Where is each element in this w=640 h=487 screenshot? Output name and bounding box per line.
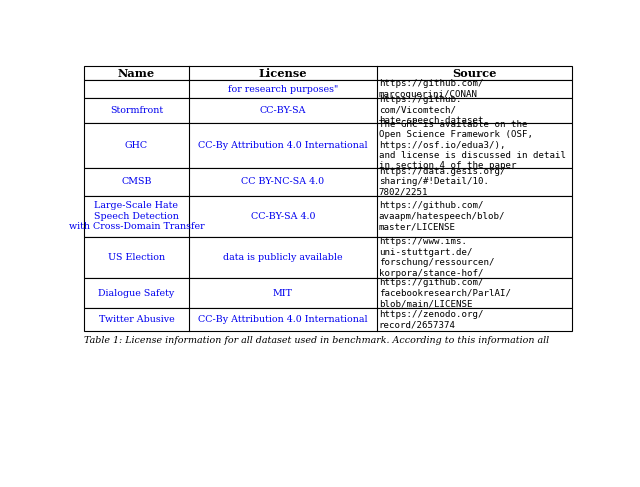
Text: Table 1: License information for all dataset used in benchmark. According to thi: Table 1: License information for all dat…: [84, 337, 549, 345]
Text: US Election: US Election: [108, 253, 165, 262]
Text: https://zenodo.org/
record/2657374: https://zenodo.org/ record/2657374: [379, 310, 483, 329]
Text: https://github.com/
avaapm/hatespeech/blob/
master/LICENSE: https://github.com/ avaapm/hatespeech/bl…: [379, 202, 506, 231]
Text: data is publicly available: data is publicly available: [223, 253, 342, 262]
Bar: [84, 123, 572, 168]
Text: The GHC is available on the
Open Science Framework (OSF,
https://osf.io/edua3/),: The GHC is available on the Open Science…: [379, 120, 566, 170]
Bar: [84, 98, 572, 123]
Text: Source: Source: [452, 68, 497, 78]
Bar: [84, 80, 572, 98]
Text: CC-By Attribution 4.0 International: CC-By Attribution 4.0 International: [198, 141, 367, 150]
Bar: [84, 308, 572, 331]
Text: https://data.gesis.org/
sharing/#!Detail/10.
7802/2251: https://data.gesis.org/ sharing/#!Detail…: [379, 167, 506, 197]
Text: License: License: [259, 68, 307, 78]
Bar: [84, 278, 572, 308]
Text: https://github.com/
marcoguerini/CONAN: https://github.com/ marcoguerini/CONAN: [379, 79, 483, 99]
Text: for research purposes": for research purposes": [228, 85, 338, 94]
Text: Large-Scale Hate
Speech Detection
with Cross-Domain Transfer: Large-Scale Hate Speech Detection with C…: [68, 202, 204, 231]
Text: Twitter Abusive: Twitter Abusive: [99, 315, 174, 324]
Bar: [84, 66, 572, 80]
Text: Name: Name: [118, 68, 155, 78]
Text: CC BY-NC-SA 4.0: CC BY-NC-SA 4.0: [241, 177, 324, 186]
Text: CMSB: CMSB: [121, 177, 152, 186]
Text: https://www.ims.
uni-stuttgart.de/
forschung/ressourcen/
korpora/stance-hof/: https://www.ims. uni-stuttgart.de/ forsc…: [379, 238, 494, 278]
Text: GHC: GHC: [125, 141, 148, 150]
Bar: [84, 237, 572, 278]
Text: CC-By Attribution 4.0 International: CC-By Attribution 4.0 International: [198, 315, 367, 324]
Text: Dialogue Safety: Dialogue Safety: [99, 289, 175, 298]
Text: https://github.
com/Vicomtech/
hate-speech-dataset: https://github. com/Vicomtech/ hate-spee…: [379, 95, 483, 125]
Text: Stormfront: Stormfront: [110, 106, 163, 115]
Text: https://github.com/
facebookresearch/ParlAI/
blob/main/LICENSE: https://github.com/ facebookresearch/Par…: [379, 278, 511, 308]
Text: CC-BY-SA: CC-BY-SA: [260, 106, 306, 115]
Bar: [84, 168, 572, 196]
Text: CC-BY-SA 4.0: CC-BY-SA 4.0: [251, 212, 315, 221]
Text: MIT: MIT: [273, 289, 292, 298]
Bar: [84, 196, 572, 237]
